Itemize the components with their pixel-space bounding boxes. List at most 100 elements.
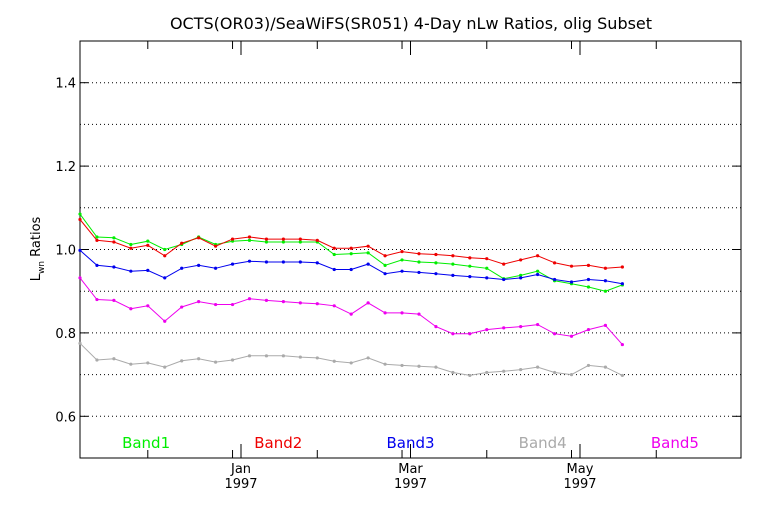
data-point-band2-10	[247, 235, 252, 239]
data-point-band4-23	[468, 373, 472, 378]
data-point-band1-15	[332, 252, 336, 257]
data-point-band4-32	[620, 373, 624, 378]
data-point-band5-19	[400, 311, 404, 315]
data-point-band2-13	[298, 237, 302, 241]
data-point-band3-21	[434, 272, 438, 276]
data-point-band3-12	[281, 260, 285, 264]
data-point-band2-9	[230, 237, 235, 241]
data-point-band4-6	[180, 359, 184, 363]
y-axis-ticks: 0.6 0.8 1.0 1.2 1.4	[55, 77, 741, 425]
data-point-band4-25	[502, 369, 506, 373]
data-point-band5-5	[163, 319, 167, 323]
data-point-band4-8	[213, 360, 218, 364]
data-point-band1-22	[451, 262, 455, 266]
data-point-band5-9	[230, 302, 235, 307]
series-line-band2	[79, 219, 623, 269]
data-point-band4-0	[78, 341, 82, 345]
data-point-band5-4	[146, 304, 150, 308]
data-point-band5-20	[417, 312, 421, 316]
data-point-band1-10	[247, 238, 252, 242]
data-point-band4-11	[264, 354, 269, 358]
series-line-band4	[79, 342, 623, 376]
data-point-band4-30	[586, 363, 591, 368]
y-tick-label-2: 1.0	[55, 244, 76, 259]
data-point-band1-1	[95, 235, 99, 239]
x-tick-label-year-1: 1997	[394, 477, 427, 492]
data-point-band2-14	[315, 238, 319, 242]
data-point-band4-29	[569, 373, 574, 377]
data-point-band1-16	[349, 252, 353, 256]
data-point-band3-31	[603, 279, 608, 283]
data-point-band5-24	[485, 327, 489, 332]
series-band5	[78, 276, 624, 347]
data-point-band4-3	[129, 362, 133, 366]
data-point-band4-7	[197, 357, 201, 361]
data-point-band3-30	[586, 277, 591, 282]
data-point-band4-5	[163, 365, 167, 369]
data-point-band5-23	[468, 332, 472, 336]
data-point-band5-6	[180, 305, 184, 309]
data-point-band1-12	[281, 240, 285, 244]
data-point-band1-4	[146, 239, 150, 243]
data-point-band2-27	[536, 254, 540, 258]
data-point-band2-2	[112, 240, 116, 244]
data-point-band3-16	[349, 267, 353, 272]
data-point-band2-24	[485, 257, 489, 261]
data-point-band4-12	[281, 354, 285, 358]
data-point-band2-19	[400, 249, 404, 254]
data-point-band3-26	[519, 276, 523, 280]
data-point-band2-8	[213, 244, 218, 248]
data-point-band4-28	[552, 370, 557, 375]
data-point-band3-15	[332, 267, 336, 272]
data-point-band5-29	[569, 334, 574, 338]
y-tick-label-0: 0.6	[55, 410, 76, 425]
data-point-band3-10	[247, 259, 252, 263]
data-point-band5-13	[298, 301, 302, 305]
data-point-band2-3	[129, 246, 133, 250]
series-line-band5	[79, 277, 623, 345]
data-point-band5-3	[129, 307, 133, 311]
data-point-band2-29	[569, 264, 574, 268]
data-point-band3-3	[129, 269, 133, 273]
data-point-band4-4	[146, 361, 150, 365]
data-point-band2-18	[383, 254, 387, 258]
data-point-band1-5	[163, 247, 167, 252]
data-point-band2-23	[468, 256, 472, 260]
data-point-band3-23	[468, 275, 472, 279]
data-point-band3-25	[502, 277, 506, 282]
data-point-band2-6	[180, 241, 184, 245]
data-point-band2-17	[366, 244, 370, 248]
data-point-band3-9	[230, 262, 235, 266]
y-tick-label-3: 1.2	[55, 160, 76, 175]
chart-title: OCTS(OR03)/SeaWiFS(SR051) 4-Day nLw Rati…	[170, 14, 652, 33]
data-point-band5-25	[502, 326, 506, 330]
data-point-band2-21	[434, 252, 438, 257]
data-point-band1-0	[78, 212, 82, 216]
data-point-band3-19	[400, 269, 404, 273]
legend: Band1 Band2 Band3 Band4 Band5	[122, 434, 699, 452]
data-point-band5-2	[112, 298, 116, 302]
data-point-band5-18	[383, 311, 387, 315]
data-point-band3-20	[417, 270, 421, 275]
data-point-band1-26	[519, 273, 523, 277]
data-point-band5-28	[552, 332, 557, 336]
data-point-band2-20	[417, 252, 421, 256]
data-point-band1-30	[586, 285, 591, 289]
data-point-band4-21	[434, 365, 438, 369]
data-point-band5-31	[603, 323, 608, 327]
y-axis-label-subscript: wn	[37, 261, 47, 274]
legend-item-band1: Band1	[122, 434, 170, 452]
data-point-band5-32	[620, 342, 624, 347]
data-point-band5-15	[332, 304, 336, 308]
data-point-band4-16	[349, 361, 353, 365]
data-point-band2-30	[586, 263, 591, 267]
data-point-band3-24	[485, 276, 489, 280]
data-point-band5-21	[434, 325, 438, 329]
series-lines	[78, 212, 624, 378]
data-point-band4-27	[536, 365, 540, 369]
data-point-band3-18	[383, 272, 387, 276]
series-band2	[78, 217, 624, 270]
data-point-band2-28	[552, 261, 557, 265]
